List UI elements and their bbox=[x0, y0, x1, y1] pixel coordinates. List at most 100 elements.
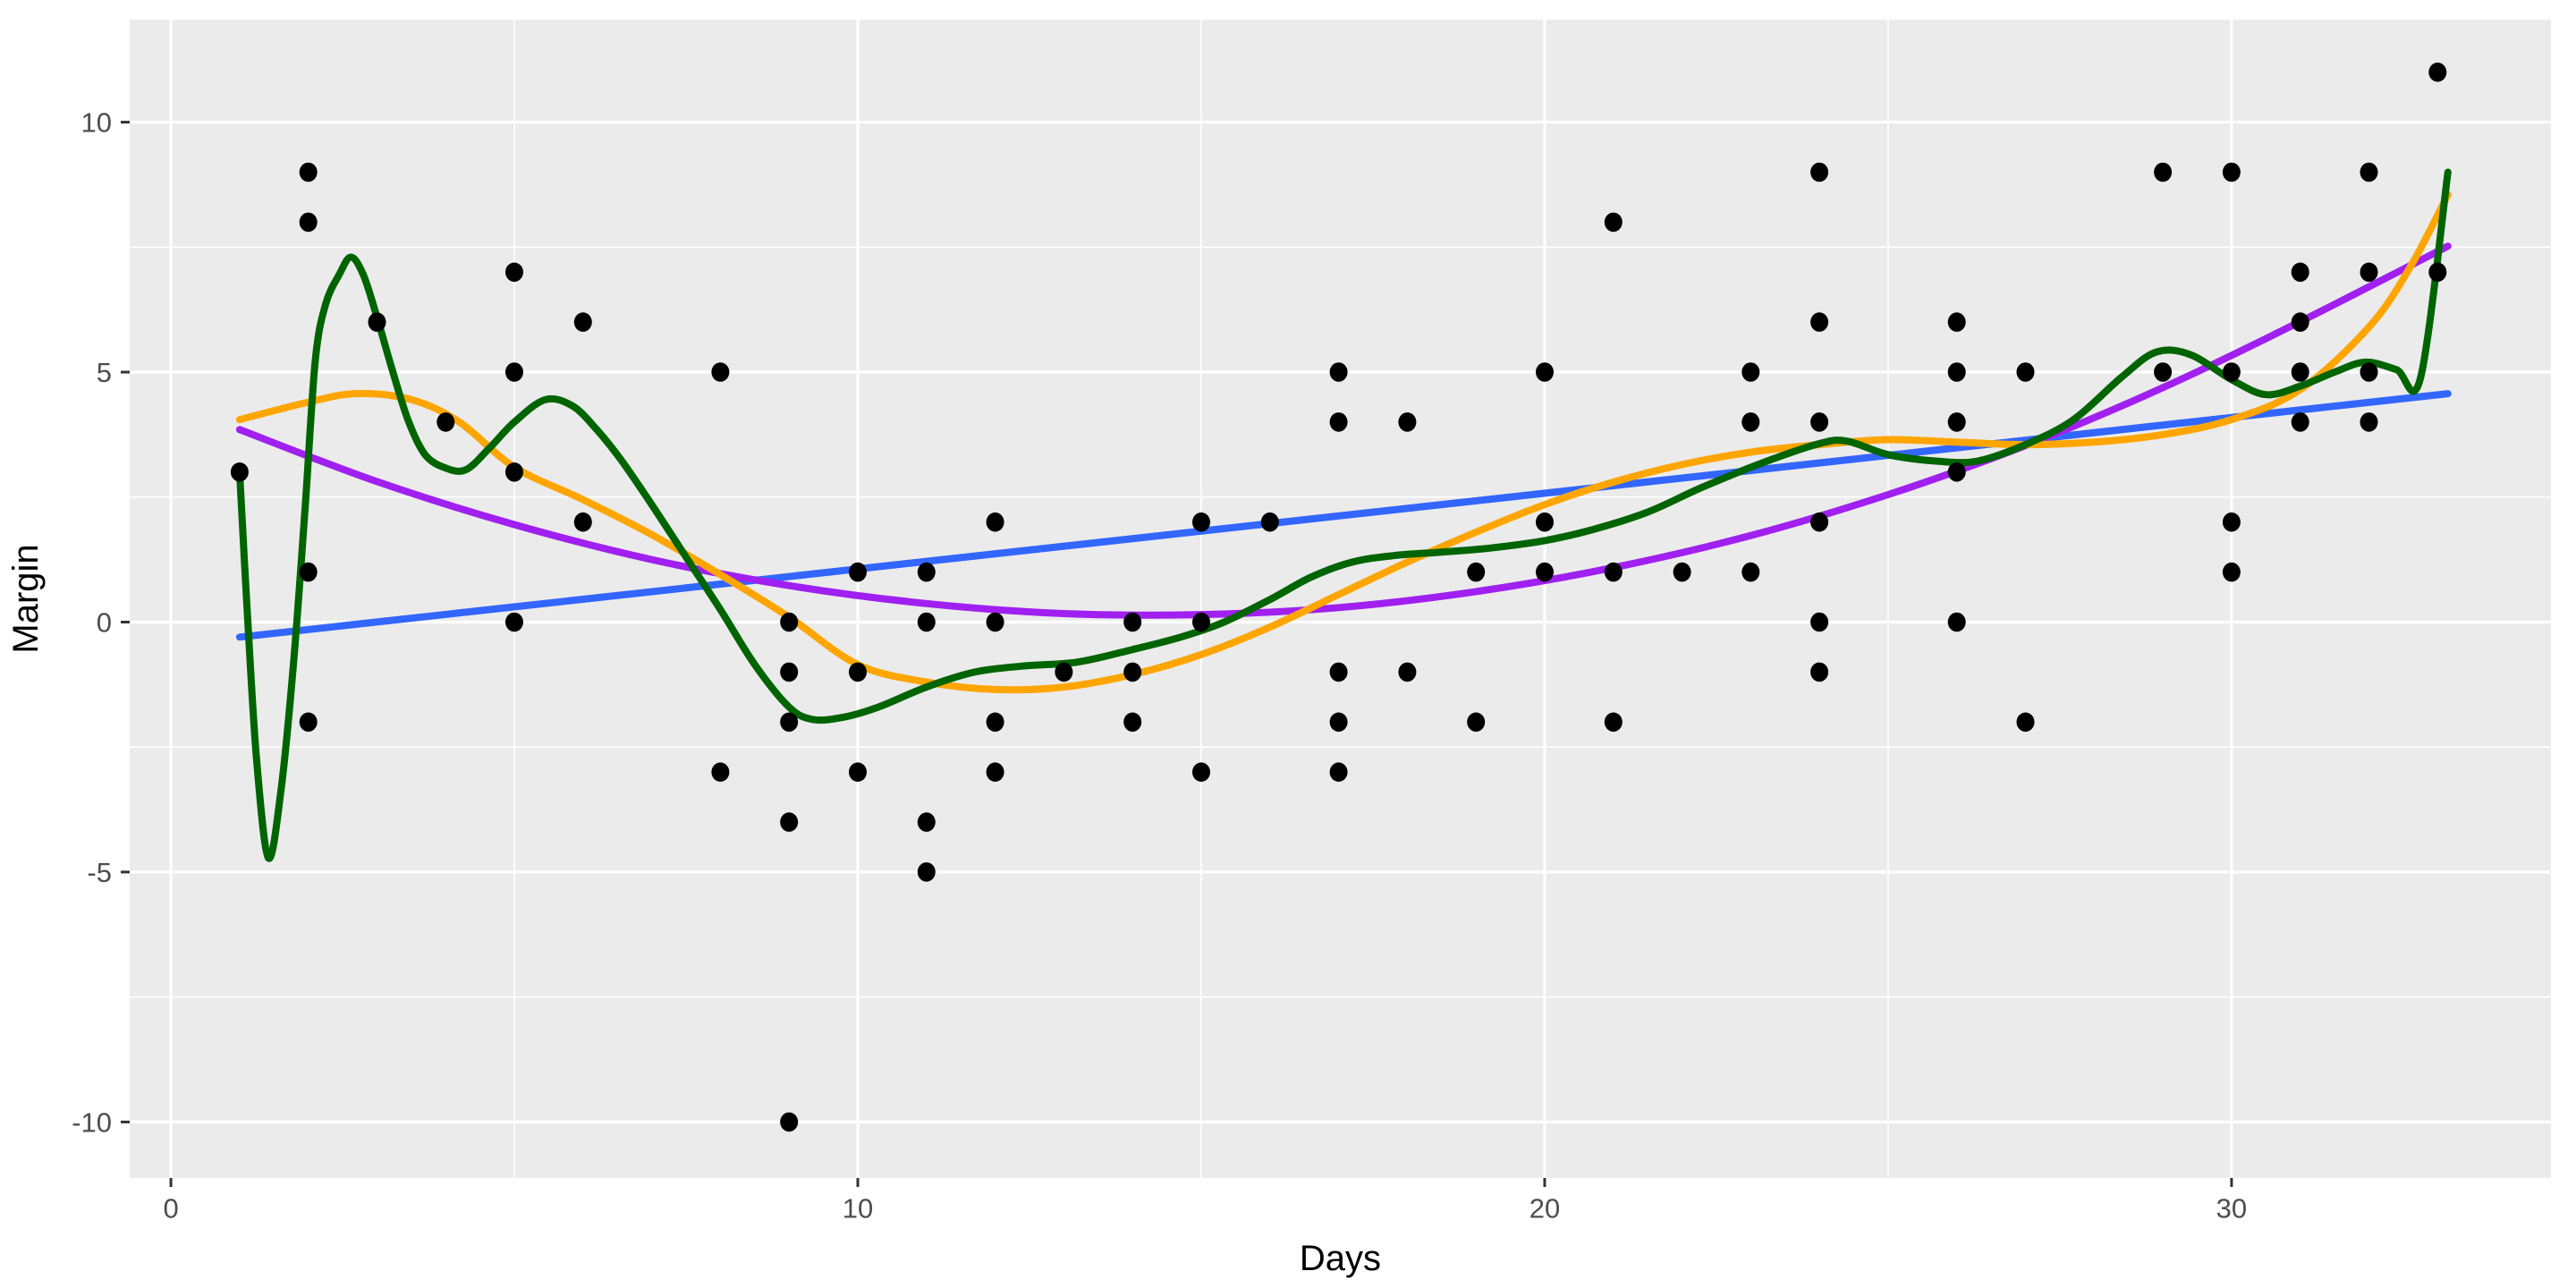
data-point bbox=[2222, 362, 2241, 382]
data-point bbox=[1604, 562, 1623, 582]
data-point bbox=[1741, 562, 1760, 582]
data-point bbox=[1947, 462, 1966, 482]
data-point bbox=[2222, 162, 2241, 182]
data-point bbox=[505, 362, 523, 382]
data-point bbox=[505, 262, 523, 283]
data-point bbox=[2222, 562, 2241, 582]
data-point bbox=[2291, 362, 2309, 382]
data-point bbox=[1329, 362, 1348, 382]
data-point bbox=[1947, 362, 1966, 382]
data-point bbox=[573, 312, 592, 332]
data-point bbox=[1810, 412, 1829, 432]
data-point bbox=[711, 362, 730, 382]
data-point bbox=[917, 562, 936, 582]
data-point bbox=[917, 862, 936, 882]
data-point bbox=[780, 612, 799, 632]
data-point bbox=[1329, 712, 1348, 733]
minor-gridlines bbox=[130, 20, 2551, 1178]
data-point bbox=[1192, 612, 1210, 632]
data-point bbox=[230, 462, 249, 482]
major-gridlines bbox=[130, 20, 2551, 1178]
data-point bbox=[368, 312, 386, 332]
data-point bbox=[299, 212, 318, 233]
spline-fit-line bbox=[235, 168, 2452, 862]
data-point bbox=[1055, 662, 1073, 682]
data-point bbox=[780, 662, 799, 682]
data-point bbox=[505, 462, 523, 482]
quadratic-fit-line bbox=[235, 242, 2452, 619]
y-tick-label: 10 bbox=[81, 106, 112, 138]
data-point bbox=[711, 762, 730, 782]
data-point bbox=[986, 712, 1004, 733]
data-point bbox=[1467, 712, 1486, 733]
data-point bbox=[1329, 412, 1348, 432]
data-point bbox=[299, 712, 318, 733]
data-point bbox=[1260, 512, 1279, 532]
plot-panel bbox=[130, 20, 2551, 1178]
data-point bbox=[1810, 512, 1829, 532]
data-point bbox=[299, 162, 318, 182]
data-point bbox=[505, 612, 523, 632]
data-point bbox=[2291, 412, 2309, 432]
data-point bbox=[573, 512, 592, 532]
data-point bbox=[1329, 662, 1348, 682]
data-point bbox=[1123, 612, 1142, 632]
data-point bbox=[780, 812, 799, 832]
data-point bbox=[1947, 412, 1966, 432]
data-point bbox=[2016, 712, 2035, 733]
data-point bbox=[1741, 362, 1760, 382]
data-point bbox=[849, 562, 867, 582]
y-tick-label: 0 bbox=[97, 606, 112, 638]
data-point bbox=[849, 662, 867, 682]
data-point bbox=[2291, 262, 2309, 283]
linear-fit-line bbox=[235, 390, 2452, 641]
data-point bbox=[1192, 762, 1210, 782]
axis-tick-marks bbox=[121, 121, 2233, 1187]
data-point bbox=[780, 712, 799, 733]
y-tick-label: -5 bbox=[87, 857, 112, 888]
data-point bbox=[1810, 662, 1829, 682]
loess-fit-line bbox=[235, 191, 2452, 694]
x-tick-label: 20 bbox=[1530, 1192, 1560, 1224]
data-point bbox=[1947, 312, 1966, 332]
data-point bbox=[1123, 662, 1142, 682]
data-point bbox=[2360, 162, 2378, 182]
axis-tick-labels: 0 10 20 30 10 5 0 -5 -10 bbox=[72, 106, 2247, 1224]
data-point bbox=[1467, 562, 1486, 582]
data-point bbox=[2154, 362, 2173, 382]
y-tick-label: -10 bbox=[72, 1106, 112, 1138]
data-point bbox=[1604, 712, 1623, 733]
data-point bbox=[1398, 662, 1417, 682]
data-point bbox=[299, 562, 318, 582]
fitted-curves bbox=[235, 168, 2452, 862]
data-point bbox=[2291, 312, 2309, 332]
data-point bbox=[1398, 412, 1417, 432]
data-point bbox=[1536, 362, 1554, 382]
data-point bbox=[436, 412, 455, 432]
data-point bbox=[986, 512, 1004, 532]
data-point bbox=[2360, 412, 2378, 432]
data-point bbox=[986, 612, 1004, 632]
data-point bbox=[1673, 562, 1691, 582]
data-point bbox=[2154, 162, 2173, 182]
data-point bbox=[986, 762, 1004, 782]
data-point bbox=[2222, 512, 2241, 532]
scatter-points bbox=[230, 62, 2447, 1132]
data-point bbox=[2428, 262, 2447, 283]
data-point bbox=[1192, 512, 1210, 532]
data-point bbox=[1604, 212, 1623, 233]
data-point bbox=[1810, 612, 1829, 632]
data-point bbox=[2360, 262, 2378, 283]
data-point bbox=[1741, 412, 1760, 432]
data-point bbox=[1810, 162, 1829, 182]
data-point bbox=[917, 612, 936, 632]
data-point bbox=[2016, 362, 2035, 382]
data-point bbox=[1536, 512, 1554, 532]
x-tick-label: 30 bbox=[2216, 1192, 2247, 1224]
data-point bbox=[1123, 712, 1142, 733]
data-point bbox=[1810, 312, 1829, 332]
data-point bbox=[917, 812, 936, 832]
data-point bbox=[780, 1112, 799, 1132]
